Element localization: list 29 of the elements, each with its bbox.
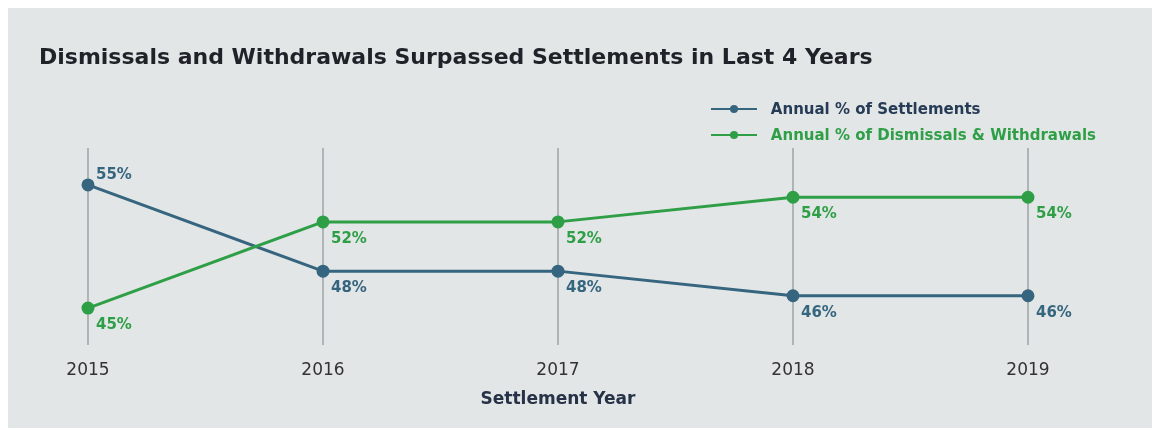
point [1021,289,1035,303]
legend-label: Annual % of Dismissals & Withdrawals [770,126,1096,144]
point [551,264,565,278]
x-tick-label: 2019 [1006,359,1050,380]
point [786,289,800,303]
point [551,215,565,229]
data-label: 46% [801,302,837,321]
data-label: 48% [331,278,367,297]
point [1021,190,1035,204]
legend-label: Annual % of Settlements [770,100,981,118]
point [786,190,800,204]
x-tick-label: 2015 [66,359,110,380]
data-label: 54% [801,204,837,223]
x-tick-label: 2016 [301,359,345,380]
data-label: 55% [96,164,132,183]
x-tick-label: 2018 [771,359,815,380]
point [81,178,95,192]
data-label: 46% [1036,302,1072,321]
data-label: 45% [96,315,132,334]
data-label: 48% [566,278,602,297]
point [81,301,95,315]
data-label: 52% [331,228,367,247]
point [316,215,330,229]
x-axis-title: Settlement Year [480,388,637,408]
data-label: 54% [1036,204,1072,223]
data-label: 52% [566,228,602,247]
point [316,264,330,278]
chart-title: Dismissals and Withdrawals Surpassed Settlements in Last 4 Years [39,44,873,69]
x-tick-label: 2017 [536,359,580,380]
